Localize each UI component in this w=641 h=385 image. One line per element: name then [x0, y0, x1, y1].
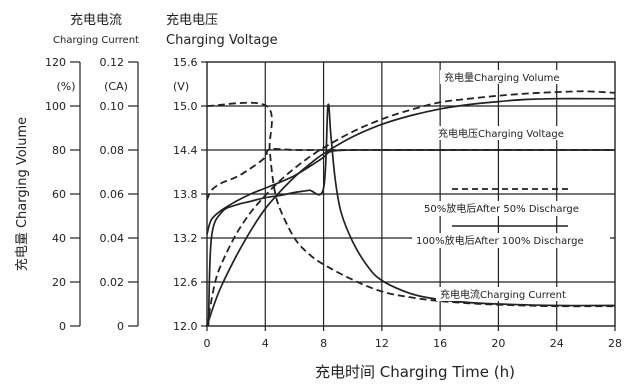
voltage-tick-label: 15.6: [173, 56, 198, 69]
x-tick-label: 0: [204, 337, 211, 350]
series-voltage-after-50: [206, 147, 615, 201]
x-tick-label: 24: [550, 337, 564, 350]
voltage-axis-title-cn: 充电电压: [166, 12, 218, 28]
current-tick-label: 0.06: [100, 188, 125, 201]
grid-lines: [207, 62, 615, 326]
current-axis-title-en: Charging Current: [53, 35, 139, 46]
current-tick-label: 0.12: [100, 56, 125, 69]
x-tick-label: 16: [433, 337, 447, 350]
annotations: 充电量Charging Volume 充电电压Charging Voltage …: [412, 70, 610, 301]
volume-tick-label: 20: [52, 276, 66, 289]
volume-tick-label: 80: [52, 144, 66, 157]
voltage-unit-label: (V): [173, 80, 189, 93]
x-axis-label: 充电时间 Charging Time (h): [315, 363, 515, 381]
voltage-tick-label: 12.0: [173, 320, 198, 333]
series-volume-after-100: [206, 97, 615, 327]
x-tick-label: 4: [262, 337, 269, 350]
axes-layer: 0 4 8 12 16 20 24 28 15.6 0.12 120 15.0 0.10 100 14.4 0…: [45, 56, 622, 350]
volume-tick-label: 60: [52, 188, 66, 201]
current-tick-label: 0.04: [100, 232, 125, 245]
x-tick-label: 20: [491, 337, 505, 350]
voltage-axis-title-en: Charging Voltage: [166, 33, 278, 48]
y-axis-label: 充电量 Charging Volume: [14, 117, 30, 271]
volume-tick-label: 40: [52, 232, 66, 245]
current-tick-label: 0.08: [100, 144, 125, 157]
voltage-tick-label: 12.6: [173, 276, 198, 289]
x-tick-label: 12: [375, 337, 389, 350]
voltage-tick-label: 13.2: [173, 232, 198, 245]
annotation-current: 充电电流Charging Current: [440, 288, 566, 301]
volume-tick-label: 100: [45, 100, 66, 113]
x-tick-label: 8: [320, 337, 327, 350]
current-unit-label: (CA): [104, 80, 128, 93]
current-axis-title-cn: 充电电流: [70, 12, 122, 28]
current-tick-label: 0.02: [100, 276, 125, 289]
current-tick-label: 0: [117, 320, 124, 333]
current-tick-label: 0.10: [100, 100, 125, 113]
volume-unit-label: (%): [56, 80, 75, 93]
series-volume-after-50: [206, 90, 616, 327]
voltage-tick-label: 15.0: [173, 100, 198, 113]
annotation-after100: 100%放电后After 100% Discharge: [416, 234, 584, 247]
volume-tick-label: 120: [45, 56, 66, 69]
x-tick-label: 28: [608, 337, 622, 350]
voltage-tick-label: 13.8: [173, 188, 198, 201]
voltage-tick-label: 14.4: [173, 144, 198, 157]
annotation-volume: 充电量Charging Volume: [444, 71, 560, 84]
volume-tick-label: 0: [59, 320, 66, 333]
annotation-voltage: 充电电压Charging Voltage: [438, 127, 564, 140]
series-voltage-after-100: [206, 149, 615, 235]
annotation-after50: 50%放电后After 50% Discharge: [424, 202, 579, 215]
series-current-after-50: [206, 101, 616, 308]
